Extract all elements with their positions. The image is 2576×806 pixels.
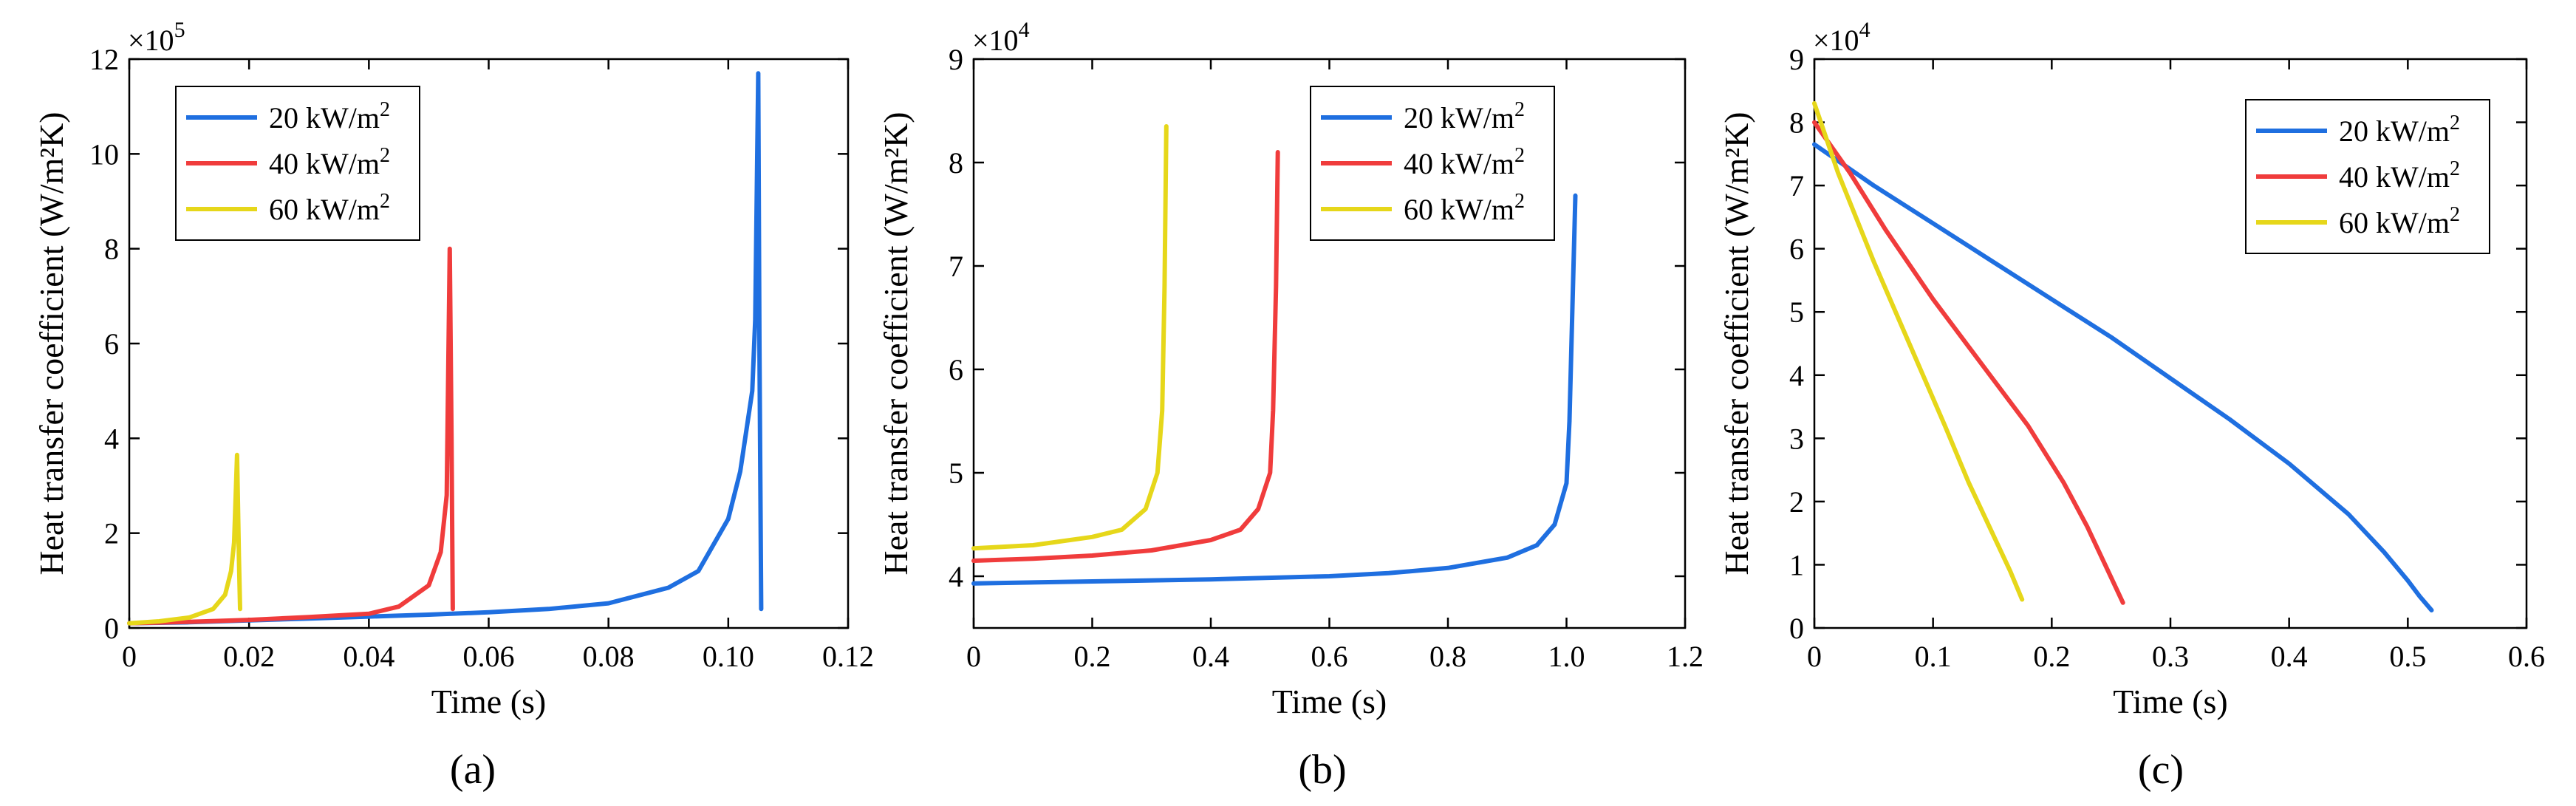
y-tick-label: 0 <box>1789 612 1804 645</box>
x-tick-label: 0.4 <box>1192 640 1229 673</box>
x-tick-label: 0.2 <box>2033 640 2070 673</box>
y-tick-label: 4 <box>1789 359 1804 392</box>
x-tick-label: 0.08 <box>583 640 635 673</box>
y-tick-label: 2 <box>1789 485 1804 519</box>
chart-panel-a: 0 0.02 0.04 0.06 0.08 0.10 0.12 0 2 4 6 8 10 12 ×105 Ti… <box>33 18 874 720</box>
series-line-3 <box>127 452 242 626</box>
y-axis-label: Heat transfer coefficient (W/m²K) <box>33 112 70 575</box>
y-tick-label: 1 <box>1789 548 1804 581</box>
y-tick-label: 6 <box>949 353 963 386</box>
legend-label: 60 kW/m2 <box>1404 190 1525 226</box>
y-tick-label: 12 <box>89 43 119 76</box>
y-tick-label: 4 <box>104 422 119 455</box>
x-axis-label: Time (s) <box>2113 683 2228 720</box>
x-tick-label: 0.8 <box>1429 640 1466 673</box>
y-tick-label: 8 <box>949 146 963 180</box>
series-line-3 <box>1812 100 2025 602</box>
legend-label: 40 kW/m2 <box>2339 157 2460 194</box>
y-tick-label: 9 <box>949 43 963 76</box>
x-axis-label: Time (s) <box>431 683 547 720</box>
x-tick-label: 0.5 <box>2389 640 2426 673</box>
legend: 20 kW/m2 40 kW/m2 60 kW/m2 <box>175 86 420 241</box>
legend-label: 60 kW/m2 <box>2339 203 2460 239</box>
x-tick-label: 0.2 <box>1074 640 1111 673</box>
y-axis-label: Heat transfer coefficient (W/m²K) <box>877 112 915 575</box>
x-tick-label: 0 <box>1807 640 1822 673</box>
series-line-2 <box>127 246 455 626</box>
chart-panel-b: 0 0.2 0.4 0.6 0.8 1.0 1.2 4 5 6 7 8 9 ×104 Time (s) Hea… <box>877 18 1704 720</box>
legend-label: 60 kW/m2 <box>269 190 390 226</box>
y-tick-label: 2 <box>104 517 119 550</box>
legend: 20 kW/m2 40 kW/m2 60 kW/m2 <box>1310 86 1555 241</box>
y-tick-label: 3 <box>1789 422 1804 455</box>
legend-label: 20 kW/m2 <box>269 98 390 134</box>
panel-caption: (b) <box>1298 747 1346 793</box>
x-tick-label: 0.06 <box>463 640 515 673</box>
series-line-3 <box>971 124 1169 551</box>
legend-label: 20 kW/m2 <box>1404 98 1525 134</box>
y-tick-label: 10 <box>89 137 119 171</box>
x-tick-label: 1.0 <box>1548 640 1585 673</box>
x-axis-label: Time (s) <box>1272 683 1387 720</box>
y-exponent-label: ×104 <box>1813 18 1870 57</box>
y-tick-label: 5 <box>949 457 963 490</box>
panel-caption: (c) <box>2138 747 2184 793</box>
series-line-2 <box>1812 120 2125 605</box>
legend-label: 40 kW/m2 <box>269 144 390 180</box>
x-tick-label: 0.02 <box>223 640 275 673</box>
series-line-1 <box>971 193 1578 586</box>
legend-label: 20 kW/m2 <box>2339 112 2460 148</box>
series-line-1 <box>1812 142 2434 612</box>
panel-caption: (a) <box>450 747 496 793</box>
y-tick-label: 5 <box>1789 296 1804 329</box>
x-tick-label: 0.12 <box>822 640 874 673</box>
x-tick-label: 0.04 <box>343 640 394 673</box>
series-line-2 <box>971 150 1280 563</box>
y-exponent-label: ×105 <box>128 18 185 57</box>
y-tick-label: 9 <box>1789 43 1804 76</box>
y-tick-label: 6 <box>1789 233 1804 266</box>
y-exponent-label: ×104 <box>972 18 1030 57</box>
y-tick-label: 8 <box>1789 106 1804 140</box>
y-tick-label: 7 <box>949 250 963 283</box>
x-tick-label: 0 <box>122 640 137 673</box>
y-tick-label: 6 <box>104 327 119 361</box>
y-tick-label: 4 <box>949 560 963 593</box>
legend: 20 kW/m2 40 kW/m2 60 kW/m2 <box>2245 99 2490 254</box>
y-axis-label: Heat transfer coefficient (W/m²K) <box>1718 112 1755 575</box>
x-tick-label: 0 <box>966 640 981 673</box>
x-tick-label: 0.3 <box>2152 640 2189 673</box>
legend-label: 40 kW/m2 <box>1404 144 1525 180</box>
x-tick-label: 0.1 <box>1915 640 1952 673</box>
y-tick-label: 7 <box>1789 169 1804 202</box>
chart-panel-c: 0 0.1 0.2 0.3 0.4 0.5 0.6 0 1 2 3 4 5 6 7 8 9 ×104 Time (s… <box>1718 18 2545 720</box>
x-tick-label: 0.6 <box>1311 640 1348 673</box>
x-tick-label: 0.10 <box>703 640 754 673</box>
x-tick-label: 0.6 <box>2508 640 2545 673</box>
x-tick-label: 1.2 <box>1667 640 1704 673</box>
y-tick-label: 8 <box>104 233 119 266</box>
y-tick-label: 0 <box>104 612 119 645</box>
x-tick-label: 0.4 <box>2271 640 2308 673</box>
